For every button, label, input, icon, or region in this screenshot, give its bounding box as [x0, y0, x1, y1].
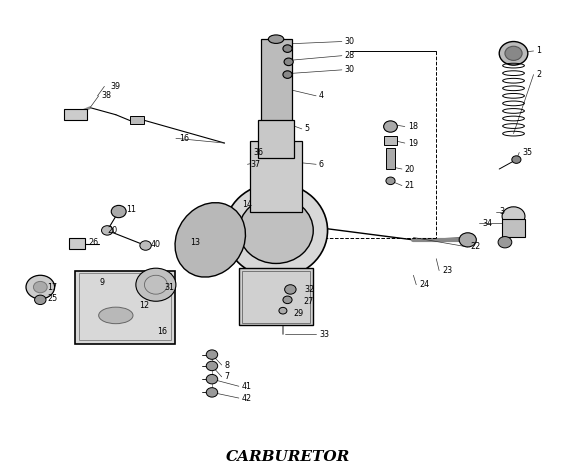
Bar — [79, 274, 171, 341]
Text: 37: 37 — [250, 160, 260, 169]
Bar — [250, 141, 302, 211]
Circle shape — [283, 71, 292, 78]
Text: 9: 9 — [100, 278, 105, 287]
Circle shape — [384, 121, 397, 132]
Bar — [502, 218, 525, 238]
Text: 32: 32 — [305, 285, 315, 294]
Circle shape — [26, 276, 55, 299]
Text: 14: 14 — [242, 200, 252, 209]
Text: 31: 31 — [164, 283, 174, 292]
Text: 18: 18 — [408, 122, 417, 131]
Text: 2: 2 — [536, 70, 542, 79]
Circle shape — [512, 156, 521, 163]
Text: 41: 41 — [242, 382, 252, 391]
Text: 20: 20 — [405, 164, 415, 173]
Text: 24: 24 — [419, 280, 429, 289]
Circle shape — [285, 285, 296, 294]
Text: 7: 7 — [225, 372, 229, 381]
Circle shape — [102, 226, 113, 235]
Ellipse shape — [225, 183, 328, 278]
Circle shape — [206, 374, 218, 384]
Circle shape — [33, 281, 47, 293]
Circle shape — [279, 307, 287, 314]
Text: 30: 30 — [345, 37, 355, 46]
Circle shape — [206, 361, 218, 370]
Text: 11: 11 — [126, 205, 136, 214]
Circle shape — [206, 350, 218, 359]
Bar — [260, 39, 292, 143]
Text: 16: 16 — [179, 134, 189, 143]
Bar — [242, 271, 310, 323]
Text: 36: 36 — [253, 148, 263, 157]
Text: 26: 26 — [89, 238, 98, 247]
Text: 4: 4 — [319, 91, 324, 100]
Text: 3: 3 — [499, 207, 504, 216]
Circle shape — [499, 41, 528, 65]
Text: 8: 8 — [225, 361, 229, 370]
Text: 42: 42 — [242, 394, 252, 402]
Circle shape — [502, 207, 525, 226]
Text: 19: 19 — [408, 139, 418, 148]
Bar — [386, 148, 394, 169]
Ellipse shape — [99, 307, 133, 323]
Circle shape — [386, 177, 395, 185]
Text: 1: 1 — [536, 47, 542, 56]
Circle shape — [284, 58, 293, 66]
Circle shape — [136, 268, 176, 301]
Text: 23: 23 — [442, 266, 452, 275]
Text: 20: 20 — [108, 226, 117, 235]
Bar — [69, 238, 85, 249]
Text: 13: 13 — [190, 238, 200, 247]
Bar — [239, 268, 313, 325]
Text: 40: 40 — [150, 240, 160, 249]
Text: 33: 33 — [319, 330, 329, 339]
Bar — [258, 120, 294, 158]
Circle shape — [206, 388, 218, 397]
Ellipse shape — [269, 35, 284, 43]
Ellipse shape — [175, 203, 246, 277]
Text: 38: 38 — [102, 91, 112, 100]
Circle shape — [283, 45, 292, 52]
Text: 12: 12 — [139, 302, 149, 311]
Text: 6: 6 — [319, 160, 324, 169]
Circle shape — [283, 296, 292, 304]
Text: 30: 30 — [345, 66, 355, 75]
Text: 34: 34 — [482, 219, 492, 228]
Circle shape — [498, 237, 512, 248]
Bar — [75, 271, 175, 344]
Circle shape — [505, 46, 522, 60]
Text: 27: 27 — [303, 297, 313, 306]
Bar — [130, 116, 144, 124]
Text: 22: 22 — [470, 242, 481, 251]
Ellipse shape — [263, 125, 289, 152]
Text: 39: 39 — [110, 82, 120, 91]
Text: 21: 21 — [405, 181, 415, 190]
Bar — [384, 136, 397, 145]
Text: 29: 29 — [293, 309, 304, 318]
Bar — [64, 109, 87, 120]
Text: 17: 17 — [47, 283, 58, 292]
Text: 5: 5 — [305, 124, 310, 133]
Text: 25: 25 — [47, 294, 58, 304]
Text: CARBURETOR: CARBURETOR — [225, 450, 350, 464]
Ellipse shape — [239, 197, 313, 264]
Text: 35: 35 — [522, 148, 532, 157]
Text: 16: 16 — [157, 326, 167, 335]
Circle shape — [34, 295, 46, 304]
Circle shape — [459, 233, 476, 247]
Text: 28: 28 — [345, 51, 355, 60]
Circle shape — [111, 205, 126, 218]
Circle shape — [140, 241, 151, 250]
